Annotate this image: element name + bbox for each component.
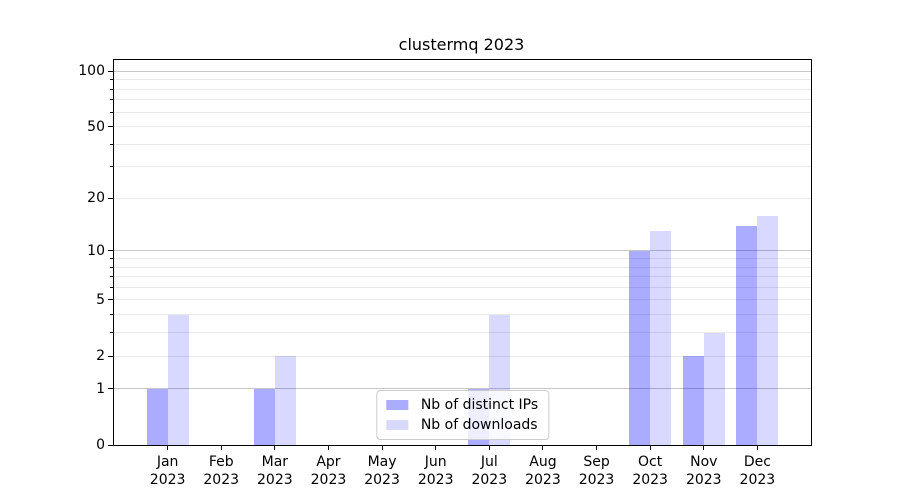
gridline-minor-30 bbox=[114, 166, 811, 168]
y-tick-5 bbox=[108, 299, 113, 301]
x-tick-label-jul: Jul 2023 bbox=[471, 454, 508, 488]
plot-area: Nb of distinct IPs Nb of downloads 0 1 2 5 1… bbox=[78, 59, 812, 488]
y-tick-50 bbox=[108, 126, 113, 128]
y-minortick-4 bbox=[110, 314, 113, 316]
legend-item-downloads: Nb of downloads bbox=[385, 417, 538, 433]
x-tick-label-jan: Jan 2023 bbox=[149, 454, 186, 488]
y-minortick-9 bbox=[110, 258, 113, 260]
gridline-minor-4 bbox=[114, 314, 811, 316]
y-minortick-6 bbox=[110, 286, 113, 288]
y-minortick-90 bbox=[110, 79, 113, 81]
x-tick-label-dec: Dec 2023 bbox=[739, 454, 776, 488]
bar-distinct-ips-nov bbox=[682, 356, 704, 445]
legend: Nb of distinct IPs Nb of downloads bbox=[375, 390, 550, 440]
bar-downloads-dec bbox=[757, 215, 779, 445]
gridline-minor-80 bbox=[114, 88, 811, 90]
bar-downloads-mar bbox=[274, 356, 296, 445]
x-tick-mar bbox=[274, 446, 276, 450]
x-tick-label-nov: Nov 2023 bbox=[685, 454, 722, 488]
gridline-minor-9 bbox=[114, 258, 811, 260]
y-minortick-3 bbox=[110, 332, 113, 334]
x-tick-oct bbox=[649, 446, 651, 450]
y-tick-label-10: 10 bbox=[87, 242, 105, 259]
y-minortick-8 bbox=[110, 266, 113, 268]
gridline-minor-60 bbox=[114, 111, 811, 113]
y-tick-label-5: 5 bbox=[96, 291, 105, 308]
bar-distinct-ips-oct bbox=[629, 250, 651, 445]
y-tick-label-50: 50 bbox=[87, 118, 105, 135]
y-tick-100 bbox=[108, 70, 113, 72]
legend-swatch-distinct-ips bbox=[385, 400, 408, 410]
gridline-major-1 bbox=[114, 388, 811, 390]
y-tick-label-0: 0 bbox=[96, 437, 105, 453]
x-tick-jun bbox=[435, 446, 437, 450]
x-tick-label-may: May 2023 bbox=[364, 454, 400, 488]
x-tick-aug bbox=[542, 446, 544, 450]
bar-downloads-jan bbox=[167, 314, 189, 445]
x-tick-feb bbox=[220, 446, 222, 450]
gridline-minor-2 bbox=[114, 355, 811, 357]
gridline-minor-6 bbox=[114, 286, 811, 288]
bar-distinct-ips-mar bbox=[253, 388, 275, 445]
gridline-minor-40 bbox=[114, 143, 811, 145]
y-tick-0 bbox=[108, 444, 113, 446]
y-minortick-40 bbox=[110, 143, 113, 145]
bar-downloads-nov bbox=[703, 332, 725, 445]
y-tick-1 bbox=[108, 388, 113, 390]
x-tick-apr bbox=[327, 446, 329, 450]
x-tick-sep bbox=[596, 446, 598, 450]
x-tick-jul bbox=[488, 446, 490, 450]
legend-item-distinct-ips: Nb of distinct IPs bbox=[385, 397, 539, 413]
y-tick-10 bbox=[108, 250, 113, 252]
legend-swatch-downloads bbox=[385, 420, 408, 430]
y-minortick-7 bbox=[110, 276, 113, 278]
x-tick-label-jun: Jun 2023 bbox=[417, 454, 454, 488]
y-minortick-30 bbox=[110, 166, 113, 168]
gridline-minor-5 bbox=[114, 299, 811, 301]
gridline-major-10 bbox=[114, 250, 811, 252]
legend-label-downloads: Nb of downloads bbox=[420, 417, 538, 433]
bar-downloads-oct bbox=[650, 231, 672, 445]
gridline-minor-7 bbox=[114, 276, 811, 278]
x-tick-label-aug: Aug 2023 bbox=[525, 454, 561, 488]
legend-label-distinct-ips: Nb of distinct IPs bbox=[420, 397, 539, 413]
gridline-major-100 bbox=[114, 70, 811, 72]
x-tick-may bbox=[381, 446, 383, 450]
gridline-minor-70 bbox=[114, 99, 811, 101]
x-tick-jan bbox=[167, 446, 169, 450]
x-tick-label-feb: Feb 2023 bbox=[203, 454, 240, 488]
x-tick-label-oct: Oct 2023 bbox=[632, 454, 668, 488]
y-minortick-60 bbox=[110, 111, 113, 113]
y-minortick-70 bbox=[110, 99, 113, 101]
y-tick-label-20: 20 bbox=[87, 190, 105, 207]
bar-distinct-ips-jan bbox=[146, 388, 168, 445]
bar-distinct-ips-dec bbox=[736, 225, 758, 445]
x-tick-dec bbox=[756, 446, 758, 450]
x-tick-label-apr: Apr 2023 bbox=[310, 454, 347, 488]
gridline-minor-90 bbox=[114, 79, 811, 81]
y-tick-20 bbox=[108, 197, 113, 199]
x-tick-nov bbox=[703, 446, 705, 450]
gridline-minor-20 bbox=[114, 197, 811, 199]
y-tick-2 bbox=[108, 355, 113, 357]
gridline-minor-8 bbox=[114, 266, 811, 268]
gridline-minor-3 bbox=[114, 332, 811, 334]
x-tick-label-mar: Mar 2023 bbox=[257, 454, 293, 488]
chart-title: clustermq 2023 bbox=[398, 35, 525, 54]
y-tick-label-2: 2 bbox=[96, 348, 105, 365]
y-tick-label-1: 1 bbox=[96, 380, 105, 397]
y-minortick-80 bbox=[110, 88, 113, 90]
y-tick-label-100: 100 bbox=[78, 63, 105, 80]
gridline-minor-50 bbox=[114, 126, 811, 128]
x-tick-label-sep: Sep 2023 bbox=[578, 454, 615, 488]
